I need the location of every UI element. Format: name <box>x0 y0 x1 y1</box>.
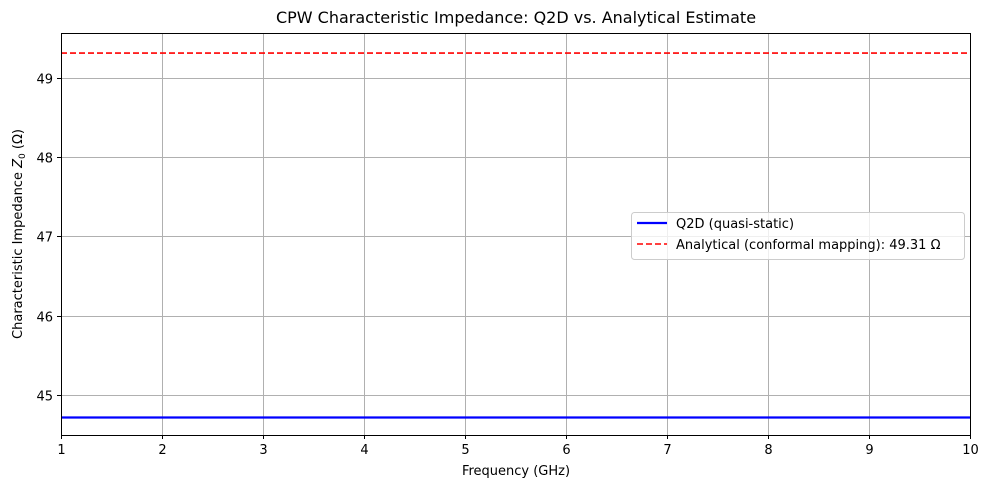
y-axis-label-subscript: 0 <box>18 153 28 159</box>
series-layer <box>61 52 970 419</box>
y-axis-ticks: 45 46 47 48 49 <box>36 73 61 405</box>
y-tick-label: 46 <box>36 311 53 326</box>
x-tick-label: 10 <box>962 443 979 458</box>
x-tick-label: 3 <box>259 443 267 458</box>
x-tick-label: 9 <box>865 443 873 458</box>
plot-frame <box>61 33 971 436</box>
y-axis-label-suffix: (Ω) <box>11 129 26 153</box>
y-axis-label-prefix: Characteristic Impedance <box>11 168 26 339</box>
x-axis-ticks: 1 2 3 4 5 6 7 8 9 10 <box>57 435 979 458</box>
y-tick-label: 47 <box>36 231 53 246</box>
y-tick-label: 49 <box>36 73 53 88</box>
y-axis-label-symbol: Z <box>11 158 26 169</box>
legend-label: Analytical (conformal mapping): 49.31 Ω <box>676 238 941 253</box>
chart-title: CPW Characteristic Impedance: Q2D vs. An… <box>276 8 756 27</box>
x-tick-label: 7 <box>663 443 671 458</box>
x-tick-label: 8 <box>764 443 772 458</box>
legend: Q2D (quasi-static) Analytical (conformal … <box>631 212 965 260</box>
x-tick-label: 6 <box>562 443 570 458</box>
y-axis-label: Characteristic Impedance Z0 (Ω) <box>11 129 28 339</box>
x-tick-label: 2 <box>158 443 166 458</box>
legend-label: Q2D (quasi-static) <box>676 217 794 232</box>
legend-entries: Q2D (quasi-static) Analytical (conformal … <box>637 217 941 253</box>
y-tick-label: 48 <box>36 152 53 167</box>
y-tick-label: 45 <box>36 390 53 405</box>
legend-box <box>631 212 965 260</box>
x-tick-label: 1 <box>57 443 65 458</box>
x-tick-label: 4 <box>360 443 368 458</box>
x-tick-label: 5 <box>461 443 469 458</box>
x-axis-label: Frequency (GHz) <box>462 464 570 479</box>
